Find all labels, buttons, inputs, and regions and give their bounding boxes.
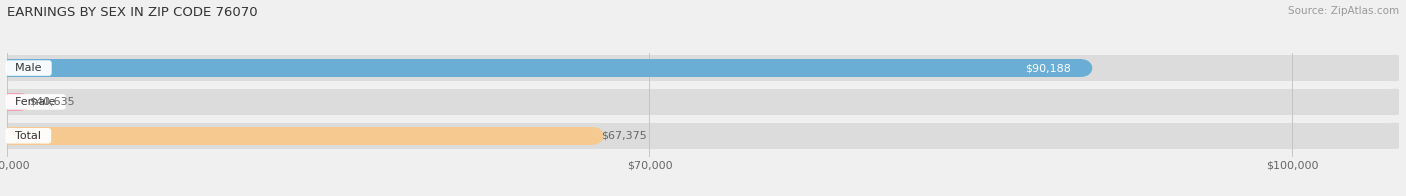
Text: $90,188: $90,188 — [1025, 63, 1070, 73]
Bar — [7, 93, 21, 111]
Ellipse shape — [0, 89, 22, 115]
Text: Female: Female — [8, 97, 63, 107]
Ellipse shape — [582, 127, 603, 145]
Text: $67,375: $67,375 — [602, 131, 647, 141]
Bar — [7, 127, 593, 145]
Text: EARNINGS BY SEX IN ZIP CODE 76070: EARNINGS BY SEX IN ZIP CODE 76070 — [7, 6, 257, 19]
Ellipse shape — [1379, 55, 1406, 81]
Ellipse shape — [0, 59, 17, 77]
Ellipse shape — [0, 55, 22, 81]
Ellipse shape — [0, 93, 17, 111]
Text: Source: ZipAtlas.com: Source: ZipAtlas.com — [1288, 6, 1399, 16]
Bar — [7, 122, 1395, 149]
Text: $40,635: $40,635 — [30, 97, 75, 107]
Ellipse shape — [1379, 122, 1406, 149]
Ellipse shape — [0, 127, 17, 145]
Ellipse shape — [10, 93, 31, 111]
Ellipse shape — [0, 122, 22, 149]
Ellipse shape — [1071, 59, 1092, 77]
Bar — [7, 89, 1395, 115]
Text: Total: Total — [8, 131, 48, 141]
Bar — [7, 59, 1081, 77]
Ellipse shape — [1379, 89, 1406, 115]
Bar — [7, 55, 1395, 81]
Text: Male: Male — [8, 63, 49, 73]
